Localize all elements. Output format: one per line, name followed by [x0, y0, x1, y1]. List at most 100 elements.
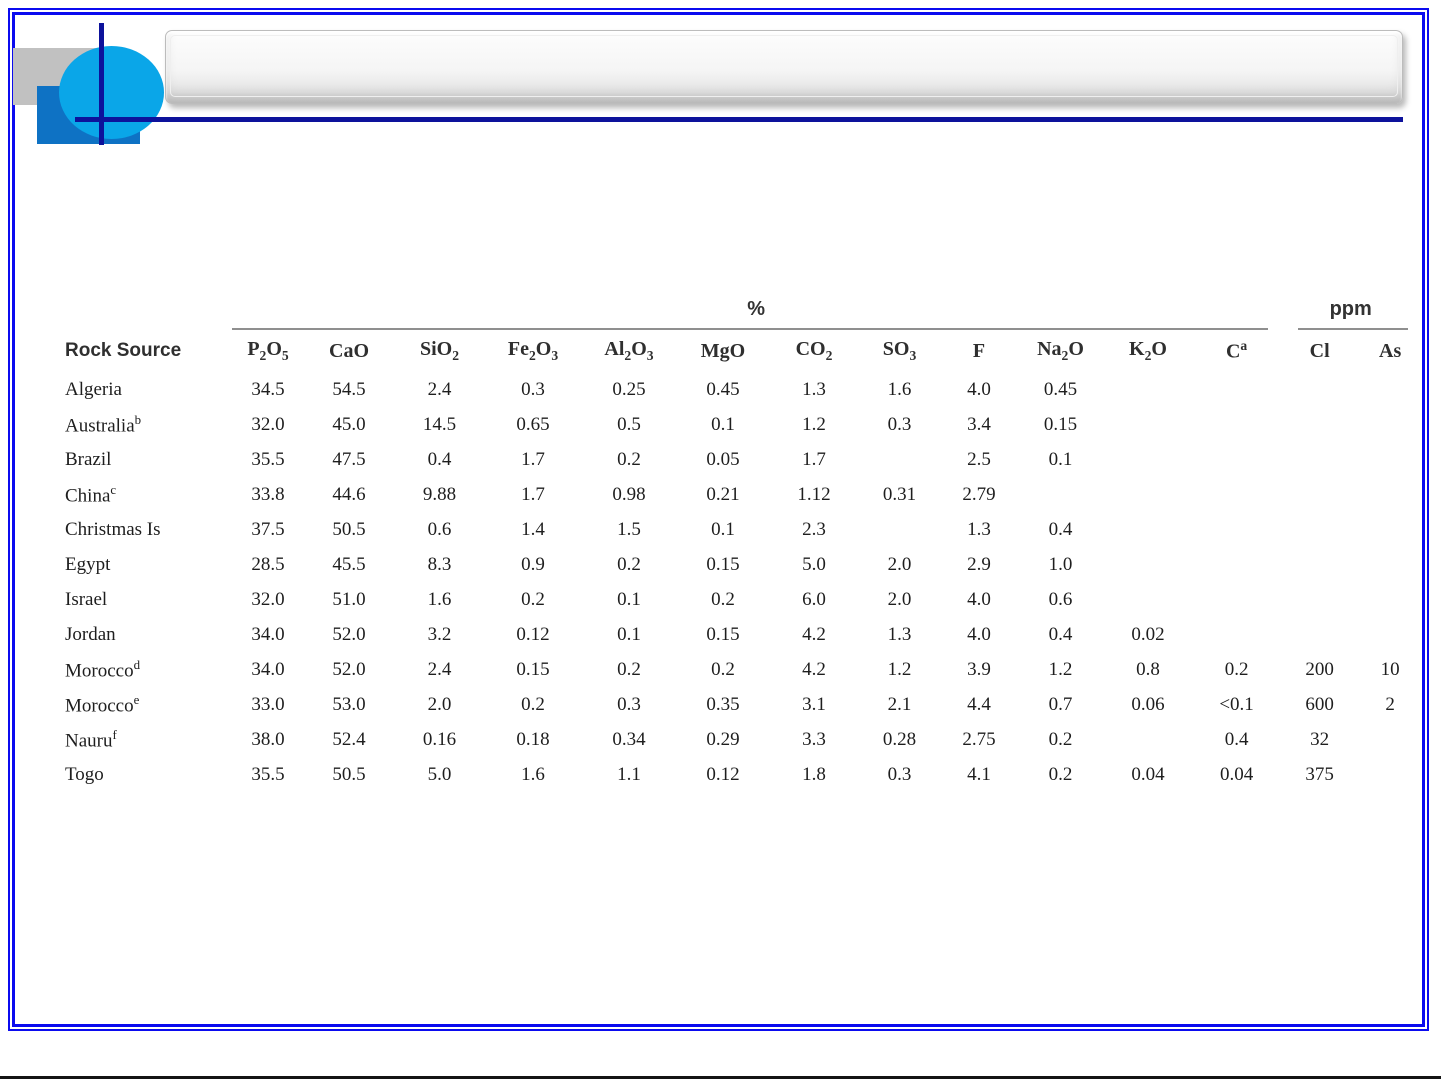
- value-cell: 0.2: [521, 693, 545, 715]
- value-cell: 34.0: [251, 623, 285, 645]
- row-label: Algeria: [65, 378, 122, 400]
- ppm-group-header: ppm: [1280, 282, 1421, 330]
- value-cell: [1193, 617, 1280, 652]
- table-row: Australiab 32.0 45.0 14.5 0.65 0.5 0.1 1.2 0.3 3.…: [60, 407, 1421, 442]
- value-cell: [1193, 582, 1280, 617]
- value-cell: 2.0: [887, 553, 912, 575]
- value-cell: [1103, 547, 1193, 582]
- value-cell: [859, 442, 940, 477]
- percent-group-header: %: [232, 282, 1280, 330]
- value-cell: 2.9: [967, 553, 991, 575]
- column-header-so3: SO3: [882, 338, 917, 363]
- value-cell: [1193, 407, 1280, 442]
- value-cell: 0.2: [521, 588, 545, 610]
- value-cell: 2.0: [887, 588, 912, 610]
- value-cell: 1.8: [802, 763, 826, 785]
- column-header-al2o3: Al2O3: [604, 338, 654, 363]
- value-cell: 2: [1385, 693, 1395, 715]
- value-cell: 47.5: [332, 448, 366, 470]
- value-cell: 0.3: [887, 763, 912, 785]
- value-cell: [1193, 547, 1280, 582]
- value-cell: 2.4: [427, 658, 452, 680]
- value-cell: 0.45: [1043, 378, 1078, 400]
- value-cell: 0.8: [1136, 658, 1160, 680]
- column-header-na2o: Na2O: [1037, 338, 1084, 363]
- value-cell: 0.18: [516, 728, 550, 750]
- value-cell: 0.35: [706, 693, 740, 715]
- value-cell: 0.04: [1131, 763, 1165, 785]
- table-row: Moroccod 34.0 52.0 2.4 0.15 0.2 0.2 4.2 1.2 3.9 1.…: [60, 652, 1421, 687]
- value-cell: [1280, 477, 1359, 512]
- value-cell: 0.21: [706, 483, 740, 505]
- value-cell: 2.1: [887, 693, 912, 715]
- value-cell: 0.7: [1048, 693, 1073, 715]
- page-border-inner: [12, 12, 1425, 1027]
- ppm-group-rule: [1298, 328, 1409, 330]
- unit-group-row: % ppm: [60, 282, 1421, 330]
- value-cell: [1193, 442, 1280, 477]
- row-label: Moroccoe: [65, 691, 140, 717]
- value-cell: 0.12: [516, 623, 550, 645]
- value-cell: 1.7: [521, 448, 545, 470]
- column-header-c: Ca: [1225, 338, 1248, 363]
- value-cell: 4.0: [967, 588, 991, 610]
- value-cell: 3.9: [967, 658, 991, 680]
- value-cell: 0.2: [711, 588, 735, 610]
- value-cell: 32.0: [251, 588, 285, 610]
- value-cell: 3.2: [427, 623, 452, 645]
- row-label: Togo: [65, 763, 104, 785]
- value-cell: 0.15: [706, 553, 740, 575]
- value-cell: 0.2: [1048, 763, 1073, 785]
- value-cell: 32: [1310, 728, 1330, 750]
- value-cell: 1.2: [887, 658, 912, 680]
- value-cell: 0.04: [1219, 763, 1254, 785]
- column-header-k2o: K2O: [1129, 338, 1167, 363]
- value-cell: [1193, 372, 1280, 407]
- row-label: Australiab: [65, 411, 142, 437]
- value-cell: 1.3: [802, 378, 826, 400]
- value-cell: 0.4: [1048, 623, 1073, 645]
- column-header-cl: Cl: [1309, 339, 1330, 362]
- row-label: Chinac: [65, 481, 117, 507]
- crosshair-vertical-line: [99, 23, 104, 145]
- value-cell: 14.5: [422, 413, 457, 435]
- row-label: Moroccod: [65, 656, 141, 682]
- ppm-group-label: ppm: [1329, 298, 1372, 320]
- value-cell: [1359, 407, 1421, 442]
- value-cell: [859, 512, 940, 547]
- value-cell: 0.45: [706, 378, 740, 400]
- value-cell: 0.5: [617, 413, 641, 435]
- value-cell: 34.0: [251, 658, 285, 680]
- value-cell: [1359, 722, 1421, 757]
- value-cell: [1018, 477, 1103, 512]
- value-cell: 2.4: [427, 378, 452, 400]
- table-row: Algeria 34.5 54.5 2.4 0.3 0.25 0.45 1.3 1.6 4.0 0.…: [60, 372, 1421, 407]
- value-cell: 0.15: [516, 658, 550, 680]
- value-cell: 0.25: [612, 378, 646, 400]
- value-cell: [1280, 582, 1359, 617]
- value-cell: 53.0: [332, 693, 366, 715]
- value-cell: 3.3: [802, 728, 826, 750]
- value-cell: 1.12: [797, 483, 831, 505]
- value-cell: [1359, 757, 1421, 792]
- column-header-sio2: SiO2: [419, 338, 460, 363]
- value-cell: 32.0: [251, 413, 285, 435]
- value-cell: [1280, 372, 1359, 407]
- value-cell: [1280, 442, 1359, 477]
- value-cell: 0.1: [617, 588, 641, 610]
- value-cell: [1359, 617, 1421, 652]
- value-cell: 0.34: [612, 728, 646, 750]
- value-cell: [1359, 512, 1421, 547]
- row-label: Nauruf: [65, 726, 117, 752]
- value-cell: 52.0: [332, 623, 366, 645]
- value-cell: 2.0: [427, 693, 452, 715]
- value-cell: 1.3: [887, 623, 912, 645]
- title-placeholder-text: [170, 35, 1398, 97]
- page-border: [8, 8, 1429, 1031]
- value-cell: 0.3: [887, 413, 912, 435]
- value-cell: 0.05: [706, 448, 740, 470]
- value-cell: 0.1: [711, 413, 735, 435]
- value-cell: 0.2: [617, 448, 641, 470]
- value-cell: 4.0: [967, 378, 991, 400]
- value-cell: [1359, 442, 1421, 477]
